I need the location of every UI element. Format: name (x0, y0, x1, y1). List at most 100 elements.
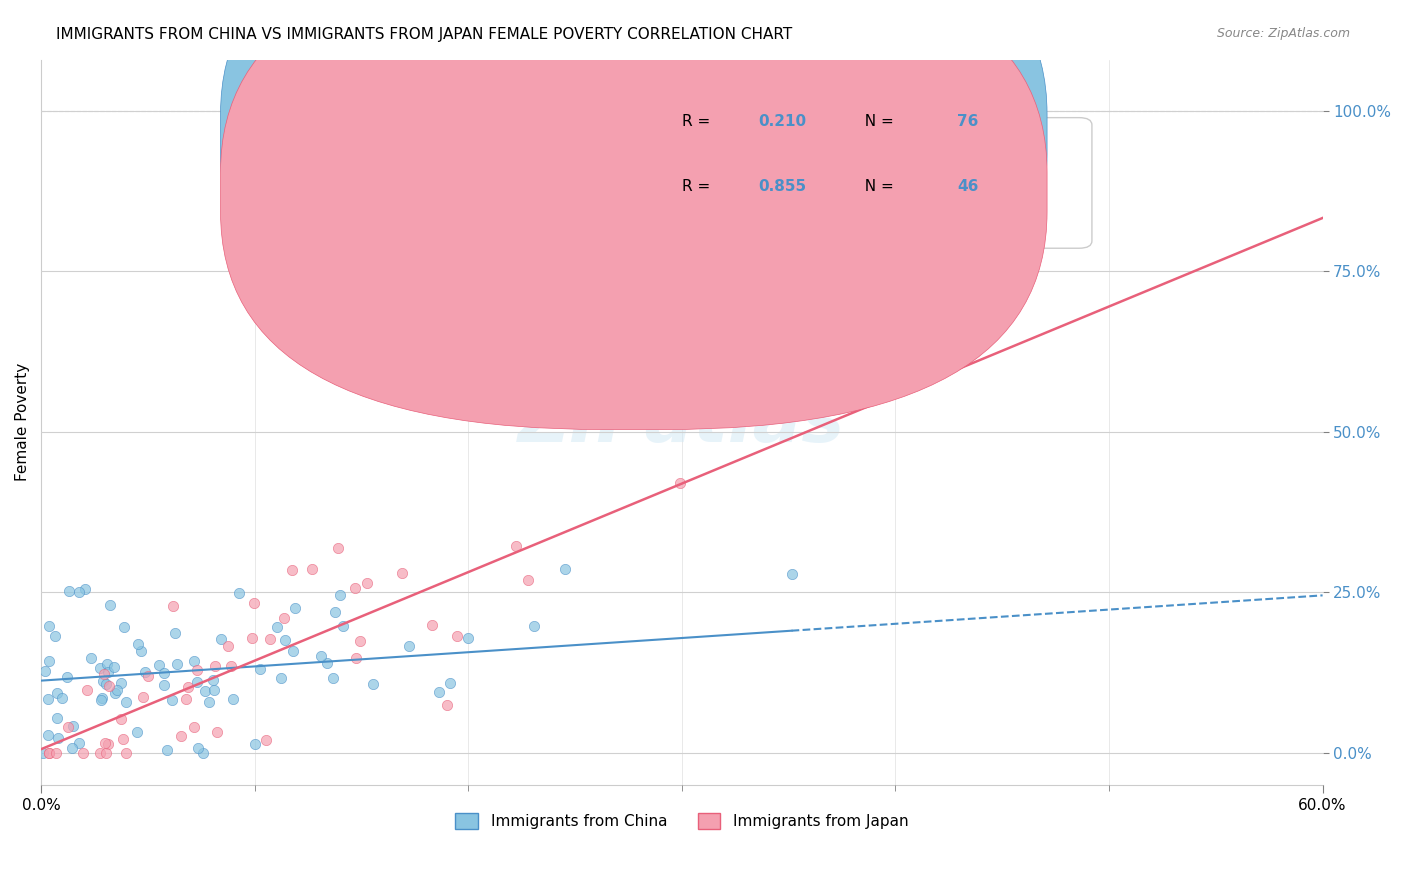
Point (112, 731, 135, 746)
Point (138, 669, 160, 683)
Point (344, 581, 367, 595)
Text: 76: 76 (957, 114, 979, 128)
Point (207, 725, 229, 739)
Point (97, 737, 120, 751)
Y-axis label: Female Poverty: Female Poverty (15, 363, 30, 482)
Point (328, 541, 350, 556)
Point (323, 605, 346, 619)
Point (37, 728, 59, 742)
Point (76, 683, 98, 698)
Point (283, 644, 305, 658)
Point (51, 691, 73, 706)
Point (344, 651, 367, 665)
Point (93, 666, 115, 681)
Point (160, 693, 183, 707)
Point (281, 563, 304, 577)
Point (356, 576, 378, 591)
Point (98, 599, 121, 613)
Point (669, 476, 692, 491)
Point (67, 585, 90, 599)
Point (97, 665, 120, 679)
Point (163, 625, 186, 640)
Point (132, 690, 155, 704)
Point (166, 657, 188, 671)
Point (201, 673, 224, 687)
Point (439, 676, 461, 690)
Point (523, 619, 546, 633)
Point (361, 677, 384, 691)
Point (243, 596, 266, 610)
Point (259, 632, 281, 646)
Point (284, 600, 307, 615)
Point (429, 685, 451, 699)
Point (517, 573, 540, 587)
Point (316, 656, 339, 670)
Point (56, 720, 79, 734)
Point (62, 719, 84, 733)
FancyBboxPatch shape (579, 118, 1092, 248)
Point (37, 692, 59, 706)
Text: Source: ZipAtlas.com: Source: ZipAtlas.com (1216, 27, 1350, 40)
Point (186, 663, 208, 677)
Point (187, 741, 209, 756)
Point (98, 680, 121, 694)
Point (45, 746, 67, 760)
Point (420, 617, 443, 632)
Point (554, 562, 576, 576)
Point (46, 731, 69, 745)
Point (156, 742, 179, 756)
Point (45, 711, 67, 725)
Point (127, 637, 149, 651)
Text: R =: R = (682, 114, 716, 128)
Point (46, 686, 69, 700)
Text: IMMIGRANTS FROM CHINA VS IMMIGRANTS FROM JAPAN FEMALE POVERTY CORRELATION CHART: IMMIGRANTS FROM CHINA VS IMMIGRANTS FROM… (56, 27, 793, 42)
Point (204, 658, 226, 673)
Point (457, 631, 479, 645)
Point (90, 692, 112, 706)
Text: R =: R = (682, 179, 716, 194)
Point (129, 644, 152, 658)
Point (134, 665, 156, 679)
Point (152, 678, 174, 692)
Point (60, 741, 83, 756)
Point (93, 674, 115, 689)
Point (96, 746, 118, 760)
Point (153, 665, 176, 680)
Point (186, 675, 208, 690)
Text: N =: N = (855, 179, 898, 194)
Point (44, 629, 66, 643)
Point (274, 633, 297, 648)
Point (38, 654, 60, 668)
Point (329, 588, 352, 602)
Point (398, 640, 420, 654)
Text: 0.855: 0.855 (759, 179, 807, 194)
Text: ZIPatlas: ZIPatlas (519, 388, 845, 457)
Text: N =: N = (855, 114, 898, 128)
Point (436, 698, 458, 712)
Legend: Immigrants from China, Immigrants from Japan: Immigrants from China, Immigrants from J… (450, 807, 914, 836)
Point (240, 631, 263, 645)
Point (58, 584, 80, 599)
Point (209, 632, 232, 646)
Point (56, 670, 79, 684)
Point (96, 657, 118, 672)
Point (110, 676, 132, 690)
Point (103, 660, 125, 674)
Point (89, 746, 111, 760)
Point (780, 567, 803, 582)
Point (309, 649, 332, 664)
Point (104, 686, 127, 700)
Point (38, 746, 60, 760)
Point (202, 683, 225, 698)
Point (228, 585, 250, 599)
Point (125, 724, 148, 739)
Point (219, 658, 242, 673)
Point (72, 746, 94, 760)
Point (89, 661, 111, 675)
Point (73, 582, 96, 597)
Point (79, 651, 101, 665)
Point (505, 539, 527, 553)
Point (198, 695, 221, 709)
Point (349, 634, 371, 648)
Point (170, 729, 193, 743)
